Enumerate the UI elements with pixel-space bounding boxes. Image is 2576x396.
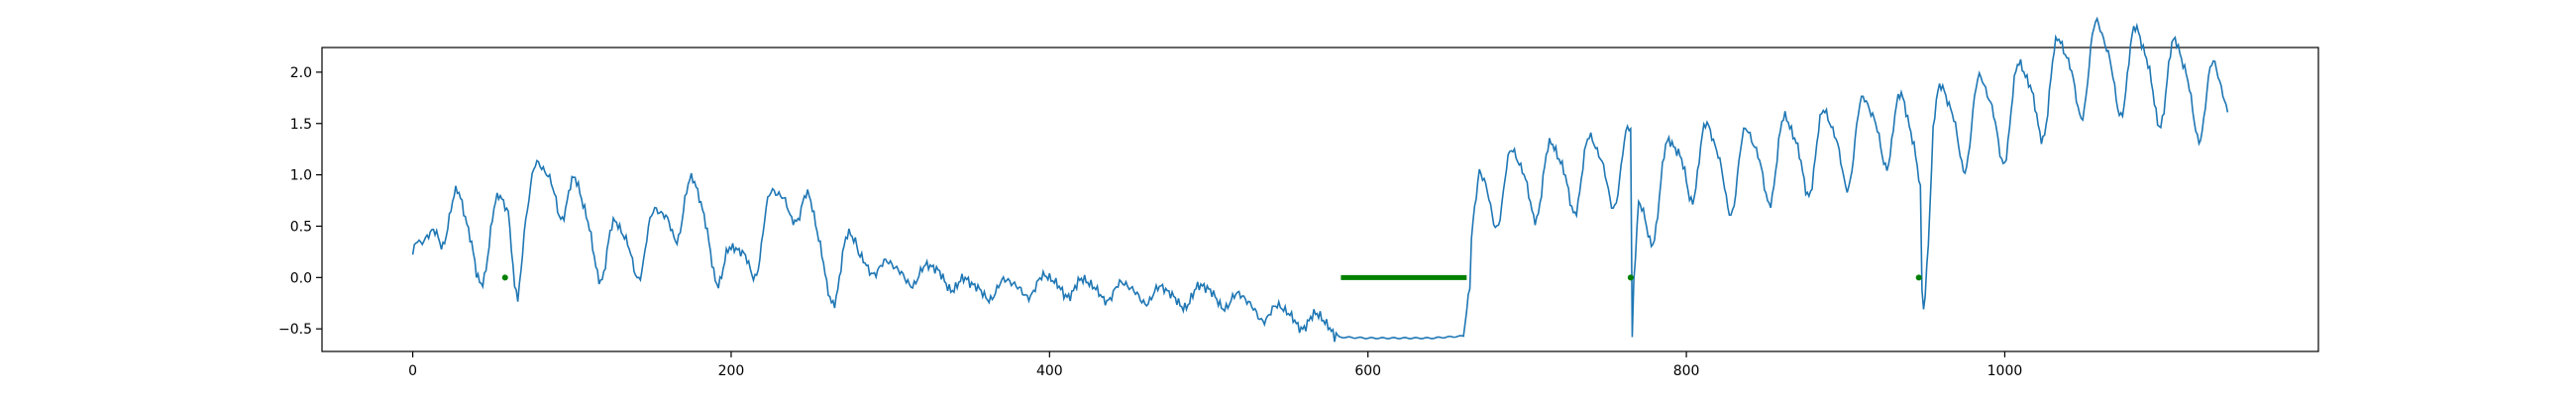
green-marker	[501, 274, 508, 281]
series-line	[411, 16, 2229, 343]
axes-frame	[321, 47, 2319, 352]
y-tick-label: 2.0	[290, 65, 312, 81]
y-tick-label: 0.0	[290, 270, 312, 286]
green-marker	[1915, 274, 1922, 281]
x-tick-label: 600	[1354, 363, 1381, 379]
x-tick-label: 400	[1036, 363, 1063, 379]
y-tick-label: 1.5	[290, 117, 312, 133]
y-tick-label: 0.5	[290, 219, 312, 235]
x-tick-label: 200	[718, 363, 745, 379]
x-tick-label: 0	[408, 363, 417, 379]
axis-ticks: 0 200 400 600 800 1000 −0.5 0.0 0.5 1.0 1.5 2.0	[278, 65, 2022, 379]
y-tick-label: −0.5	[278, 322, 312, 338]
x-tick-label: 800	[1673, 363, 1700, 379]
y-tick-label: 1.0	[290, 168, 312, 184]
green-marker	[1627, 274, 1634, 281]
plot-area	[321, 16, 2319, 352]
x-tick-label: 1000	[1987, 363, 2023, 379]
